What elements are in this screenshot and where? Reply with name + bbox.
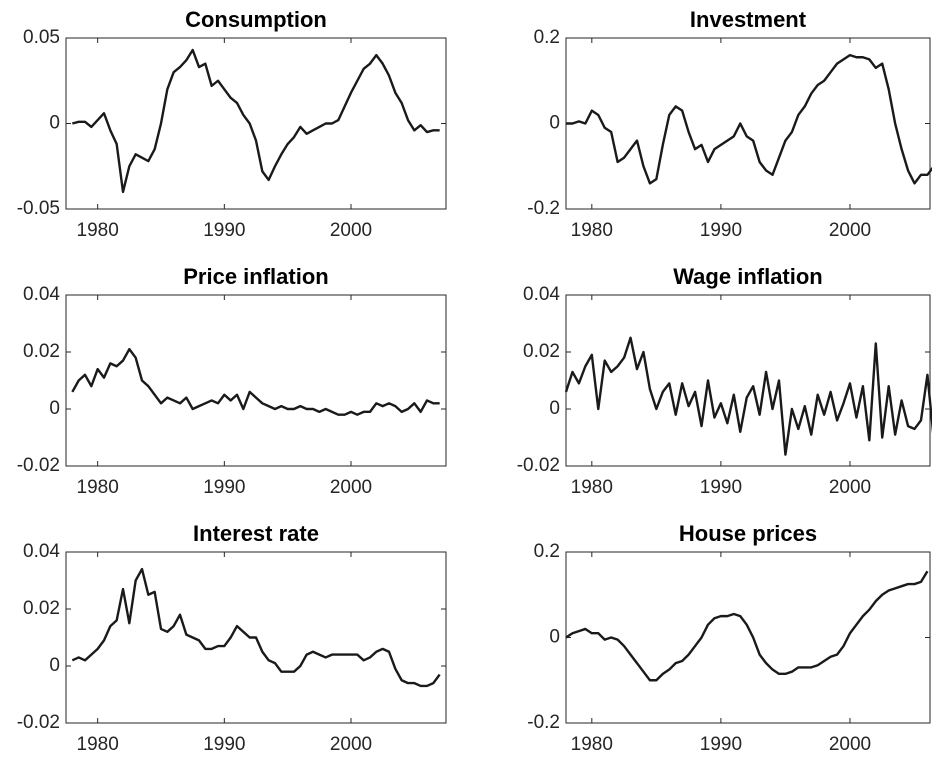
- y-tick-label: -0.02: [17, 712, 60, 733]
- y-tick-label: 0.05: [23, 27, 60, 48]
- x-tick-label: 1990: [203, 220, 245, 241]
- x-tick-label: 1990: [700, 734, 742, 755]
- axes-box: [565, 37, 931, 210]
- x-tick-label: 1990: [700, 220, 742, 241]
- y-tick-label: 0.2: [534, 27, 560, 48]
- y-tick-label: 0.02: [23, 598, 60, 619]
- x-tick-label: 2000: [829, 477, 871, 498]
- y-tick-label: 0.04: [523, 284, 560, 305]
- x-tick-label: 1990: [700, 477, 742, 498]
- x-tick-label: 1980: [571, 477, 613, 498]
- y-tick-label: -0.02: [17, 455, 60, 476]
- y-tick-label: 0.04: [23, 284, 60, 305]
- y-tick-label: 0: [549, 627, 560, 648]
- x-tick-label: 2000: [330, 734, 372, 755]
- y-tick-label: 0.2: [534, 541, 560, 562]
- y-tick-label: 0: [549, 398, 560, 419]
- y-tick-label: 0.02: [523, 341, 560, 362]
- x-tick-label: 2000: [330, 477, 372, 498]
- x-tick-label: 1980: [571, 220, 613, 241]
- y-tick-label: -0.2: [527, 712, 560, 733]
- y-tick-label: 0.02: [23, 341, 60, 362]
- y-tick-label: -0.02: [517, 455, 560, 476]
- chart-title: Consumption: [185, 7, 327, 32]
- data-line: [71, 567, 441, 688]
- x-tick-label: 2000: [330, 220, 372, 241]
- data-line: [72, 48, 440, 194]
- x-tick-label: 1980: [77, 734, 119, 755]
- chart-title: Interest rate: [193, 521, 319, 546]
- x-tick-label: 2000: [829, 734, 871, 755]
- chart-title: Wage inflation: [673, 264, 823, 289]
- axes-box: [565, 551, 931, 724]
- data-line: [566, 53, 932, 185]
- y-tick-label: 0: [49, 398, 60, 419]
- axes-box: [65, 294, 447, 467]
- x-tick-label: 1990: [203, 734, 245, 755]
- chart-title: Price inflation: [183, 264, 328, 289]
- data-line: [565, 570, 929, 682]
- chart-title: Investment: [690, 7, 807, 32]
- data-line: [564, 336, 932, 456]
- x-tick-label: 1990: [203, 477, 245, 498]
- y-tick-label: 0: [49, 113, 60, 134]
- x-tick-label: 1980: [77, 477, 119, 498]
- y-tick-label: -0.05: [17, 198, 60, 219]
- x-tick-label: 1980: [571, 734, 613, 755]
- y-tick-label: 0: [549, 113, 560, 134]
- x-tick-label: 2000: [829, 220, 871, 241]
- axes-box: [65, 551, 447, 724]
- y-tick-label: 0.04: [23, 541, 60, 562]
- chart-title: House prices: [679, 521, 817, 546]
- data-line: [71, 347, 440, 416]
- x-tick-label: 1980: [77, 220, 119, 241]
- y-tick-label: -0.2: [527, 198, 560, 219]
- y-tick-label: 0: [49, 655, 60, 676]
- axes-box: [565, 294, 931, 467]
